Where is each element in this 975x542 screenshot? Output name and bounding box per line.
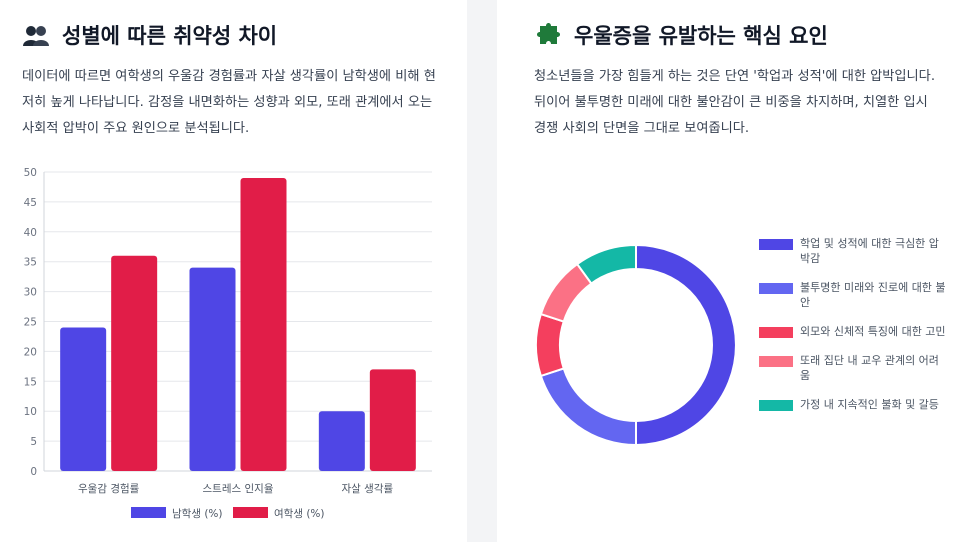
bar-male-1 — [189, 267, 236, 471]
legend-item: 불투명한 미래와 진로에 대한 불안 — [759, 280, 949, 310]
depression-factors-panel: 우울증을 유발하는 핵심 요인 청소년들을 가장 힘들게 하는 것은 단연 '학… — [497, 0, 975, 542]
y-tick-label: 45 — [24, 197, 37, 209]
right-description: 청소년들을 가장 힘들게 하는 것은 단연 '학업과 성적'에 대한 압박입니다… — [534, 69, 936, 136]
legend-label: 가정 내 지속적인 불화 및 갈등 — [800, 398, 939, 411]
right-title-row: 우울증을 유발하는 핵심 요인 — [534, 20, 828, 50]
bar-female-2 — [369, 369, 416, 471]
donut-slice-2 — [535, 312, 565, 378]
left-description: 데이터에 따르면 여학생의 우울감 경험률과 자살 생각률이 남학생에 비해 현… — [22, 69, 436, 136]
people-icon — [22, 21, 50, 49]
legend-label: 또래 집단 내 교우 관계의 어려움 — [800, 354, 939, 382]
donut-slice-0 — [635, 243, 737, 447]
y-tick-label: 15 — [24, 376, 37, 388]
legend-swatch — [233, 507, 268, 518]
bar-male-2 — [318, 411, 365, 471]
puzzle-icon — [534, 21, 562, 49]
donut-slice-4 — [575, 243, 637, 285]
legend-item: 가정 내 지속적인 불화 및 갈등 — [759, 397, 949, 412]
y-tick-label: 10 — [24, 406, 37, 418]
page-title: 성별에 따른 취약성 차이 — [62, 24, 278, 48]
left-title-row: 성별에 따른 취약성 차이 — [22, 20, 277, 50]
bar-female-1 — [240, 177, 287, 472]
legend-swatch — [759, 327, 793, 338]
y-tick-label: 20 — [24, 346, 37, 358]
y-tick-label: 30 — [24, 287, 37, 299]
legend-swatch — [759, 239, 793, 250]
bar-male-0 — [60, 327, 107, 471]
section-title: 우울증을 유발하는 핵심 요인 — [574, 24, 828, 48]
legend-label: 남학생 (%) — [172, 508, 223, 520]
legend-swatch — [131, 507, 166, 518]
y-tick-label: 50 — [24, 167, 37, 179]
y-tick-label: 25 — [24, 317, 37, 329]
legend-label: 외모와 신체적 특징에 대한 고민 — [800, 325, 946, 338]
legend-label: 학업 및 성적에 대한 극심한 압박감 — [800, 237, 939, 265]
bar-female-0 — [111, 255, 158, 471]
y-tick-label: 40 — [24, 227, 37, 239]
donut-slice-1 — [539, 367, 637, 447]
legend-label: 불투명한 미래와 진로에 대한 불안 — [800, 281, 946, 309]
x-tick-label: 스트레스 인지율 — [203, 483, 274, 495]
legend-swatch — [759, 356, 793, 367]
legend-item: 학업 및 성적에 대한 극심한 압박감 — [759, 236, 949, 266]
x-tick-label: 우울감 경험률 — [78, 482, 140, 495]
y-tick-label: 0 — [30, 466, 37, 478]
gender-vulnerability-panel: 성별에 따른 취약성 차이 데이터에 따르면 여학생의 우울감 경험률과 자살 … — [0, 0, 467, 542]
legend-item: 외모와 신체적 특징에 대한 고민 — [759, 324, 949, 339]
factors-donut-chart — [535, 243, 737, 447]
legend-swatch — [759, 400, 793, 411]
legend-item: 또래 집단 내 교우 관계의 어려움 — [759, 353, 949, 383]
legend-swatch — [759, 283, 793, 294]
legend-label: 여학생 (%) — [274, 508, 325, 520]
y-tick-label: 5 — [30, 436, 37, 448]
x-tick-label: 자살 생각률 — [342, 483, 394, 495]
gender-bar-chart: 0 5 10 15 20 25 30 35 40 45 50 우울감 경험률 스트레스 인지율 자살 생각… — [24, 167, 432, 520]
y-tick-label: 35 — [24, 257, 37, 269]
